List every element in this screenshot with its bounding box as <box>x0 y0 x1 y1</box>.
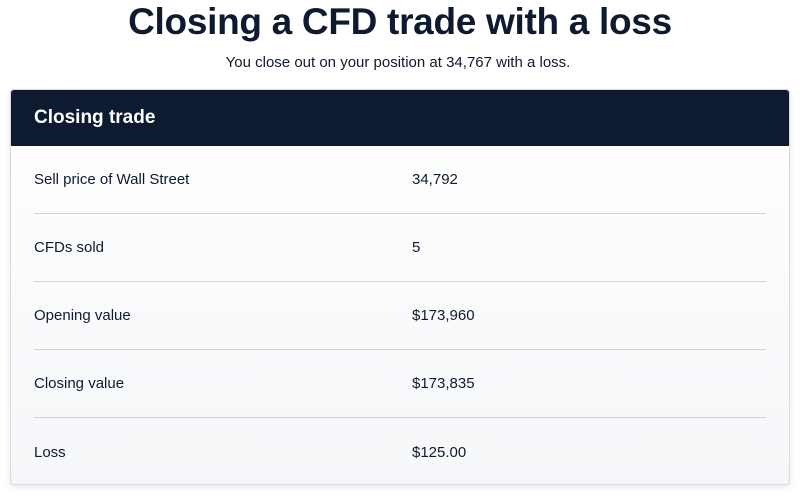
table-row: Closing value $173,835 <box>34 350 766 418</box>
table-row: CFDs sold 5 <box>34 214 766 282</box>
row-value: 34,792 <box>412 171 458 188</box>
row-value: $125.00 <box>412 443 467 461</box>
page-subtitle: You close out on your position at 34,767… <box>225 54 571 71</box>
table-row: Loss $125.00 <box>34 418 766 484</box>
row-label: Opening value <box>34 307 131 324</box>
row-value: $173,960 <box>412 307 475 324</box>
row-label: Closing value <box>34 375 125 392</box>
card-header: Closing trade <box>11 90 789 146</box>
row-label: CFDs sold <box>34 239 105 256</box>
row-label: Loss <box>34 443 66 461</box>
row-label: Sell price of Wall Street <box>34 171 190 188</box>
card-title: Closing trade <box>34 107 156 128</box>
page-title: Closing a CFD trade with a loss <box>128 1 672 42</box>
table-row: Opening value $173,960 <box>34 282 766 350</box>
row-value: 5 <box>412 239 421 256</box>
row-value: $173,835 <box>412 375 475 392</box>
trade-table: Sell price of Wall Street 34,792 CFDs so… <box>11 146 789 484</box>
table-row: Sell price of Wall Street 34,792 <box>34 146 766 214</box>
closing-trade-card: Closing trade Sell price of Wall Street … <box>10 89 790 485</box>
